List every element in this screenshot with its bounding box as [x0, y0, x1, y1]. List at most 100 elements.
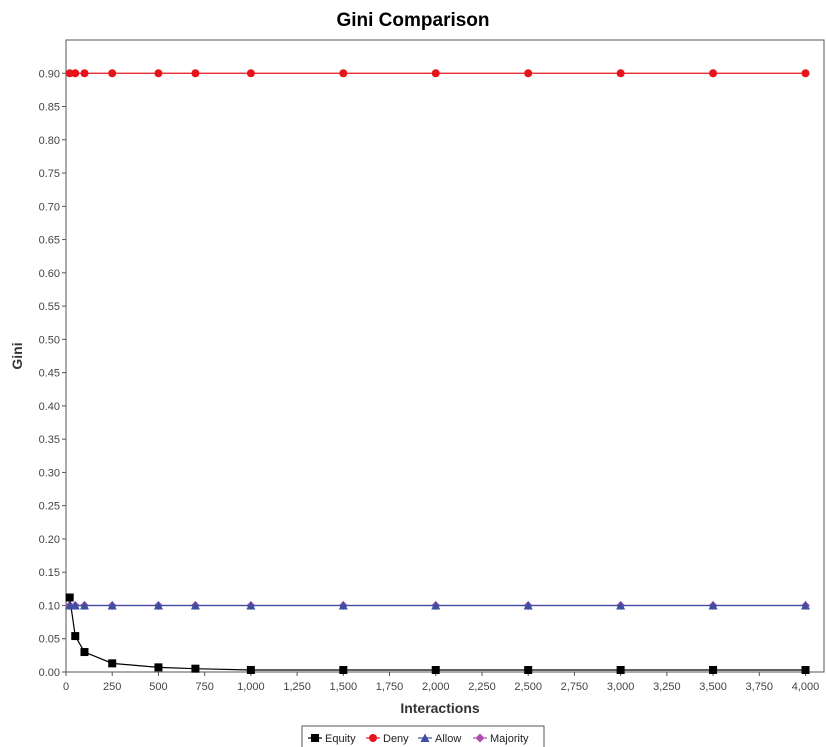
x-tick-label: 750 [195, 681, 213, 693]
legend-marker-deny [369, 734, 377, 742]
equity-point [65, 593, 74, 602]
legend-marker-majority [475, 733, 485, 743]
y-axis: 0.00 0.05 0.10 0.15 0.20 0.25 0.30 0.35 0.40 0.45… [39, 68, 66, 679]
allow-point [338, 600, 348, 610]
y-tick-label: 0.15 [39, 567, 60, 579]
x-axis-label: Interactions [400, 700, 480, 716]
deny-point [154, 69, 163, 78]
allow-point [246, 600, 256, 610]
x-tick-label: 2,250 [468, 681, 496, 693]
legend-item-deny: Deny [366, 733, 409, 745]
legend-item-equity: Equity [308, 733, 356, 745]
plot-border [65, 39, 825, 673]
y-tick-label: 0.80 [39, 135, 60, 147]
y-tick-label: 0.85 [39, 102, 60, 114]
y-tick-label: 0.60 [39, 268, 60, 280]
deny-point [524, 69, 533, 78]
plot-area [65, 39, 825, 673]
x-tick-label: 4,000 [792, 681, 820, 693]
equity-point [801, 666, 810, 675]
legend-marker-equity [311, 734, 319, 742]
y-tick-label: 0.90 [39, 68, 60, 80]
equity-point [154, 663, 163, 672]
allow-point [801, 600, 811, 610]
allow-point [107, 600, 117, 610]
equity-point [71, 632, 80, 641]
y-tick-label: 0.25 [39, 501, 60, 513]
allow-point [153, 600, 163, 610]
y-tick-label: 0.45 [39, 368, 60, 380]
equity-point [524, 666, 533, 675]
y-tick-label: 0.00 [39, 667, 60, 679]
y-tick-label: 0.70 [39, 201, 60, 213]
x-tick-label: 1,250 [283, 681, 311, 693]
x-tick-label: 1,750 [376, 681, 404, 693]
legend: Equity Deny Allow Majority [301, 725, 545, 747]
allow-point [79, 600, 89, 610]
y-tick-label: 0.20 [39, 534, 60, 546]
legend-item-allow: Allow [418, 733, 461, 745]
legend-label-majority: Majority [490, 733, 529, 745]
deny-point [108, 69, 117, 78]
deny-point [191, 69, 200, 78]
allow-point [708, 600, 718, 610]
deny-point [246, 69, 255, 78]
deny-point [616, 69, 625, 78]
allow-point [190, 600, 200, 610]
allow-point [70, 600, 80, 610]
legend-label-allow: Allow [435, 733, 461, 745]
y-tick-label: 0.10 [39, 600, 60, 612]
x-tick-label: 500 [149, 681, 167, 693]
deny-point [65, 69, 74, 78]
x-tick-label: 1,500 [330, 681, 358, 693]
series-equity [65, 593, 810, 675]
y-tick-label: 0.65 [39, 235, 60, 247]
x-tick-label: 2,500 [514, 681, 542, 693]
allow-point [523, 600, 533, 610]
legend-label-equity: Equity [325, 733, 356, 745]
equity-point [616, 666, 625, 675]
x-axis: 0 250 500 750 1,000 1,250 1,500 1,750 2,000 2,250… [63, 672, 819, 693]
y-tick-label: 0.50 [39, 334, 60, 346]
legend-item-majority: Majority [473, 733, 529, 745]
x-tick-label: 2,000 [422, 681, 450, 693]
x-tick-label: 1,000 [237, 681, 265, 693]
y-tick-label: 0.05 [39, 634, 60, 646]
x-tick-label: 3,750 [746, 681, 774, 693]
allow-point [616, 600, 626, 610]
y-tick-label: 0.75 [39, 168, 60, 180]
y-tick-label: 0.35 [39, 434, 60, 446]
x-tick-label: 3,250 [653, 681, 681, 693]
deny-point [431, 69, 440, 78]
legend-marker-allow [420, 733, 430, 742]
legend-label-deny: Deny [383, 733, 409, 745]
equity-point [246, 666, 255, 675]
series-layer [65, 69, 811, 675]
equity-point [709, 666, 718, 675]
deny-point [339, 69, 348, 78]
chart-title: Gini Comparison [336, 10, 489, 31]
y-tick-label: 0.55 [39, 301, 60, 313]
equity-point [431, 666, 440, 675]
series-deny [65, 69, 810, 78]
x-tick-label: 250 [103, 681, 121, 693]
x-tick-label: 2,750 [561, 681, 589, 693]
x-tick-label: 0 [63, 681, 69, 693]
equity-point [191, 664, 200, 673]
series-allow [65, 600, 811, 610]
equity-point [339, 666, 348, 675]
y-tick-label: 0.30 [39, 467, 60, 479]
deny-point [80, 69, 89, 78]
deny-point [709, 69, 718, 78]
y-tick-label: 0.40 [39, 401, 60, 413]
x-tick-label: 3,500 [699, 681, 727, 693]
equity-point [80, 648, 89, 657]
allow-point [431, 600, 441, 610]
x-tick-label: 3,000 [607, 681, 635, 693]
legend-box [301, 725, 545, 747]
y-axis-label: Gini [9, 342, 25, 369]
equity-point [108, 659, 117, 668]
deny-point [71, 69, 80, 78]
deny-point [801, 69, 810, 78]
